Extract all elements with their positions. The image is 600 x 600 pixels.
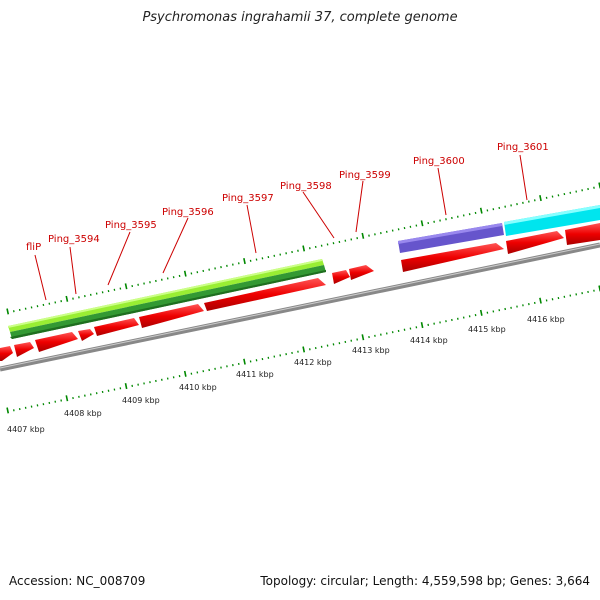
cds-arrow xyxy=(506,231,564,254)
scale-label: 4416 kbp xyxy=(527,315,565,324)
scale-label: 4411 kbp xyxy=(236,370,274,379)
accession-text: Accession: NC_008709 xyxy=(9,574,146,588)
cds-arrows xyxy=(0,223,600,361)
genome-summary-text: Topology: circular; Length: 4,559,598 bp… xyxy=(260,574,590,588)
major-tick xyxy=(6,407,10,414)
map-title: Psychromonas ingrahamii 37, complete gen… xyxy=(142,10,458,25)
cds-arrow xyxy=(94,318,139,336)
cds-arrow xyxy=(401,243,504,272)
major-tick xyxy=(361,232,365,239)
major-tick xyxy=(420,322,424,329)
scale-label: 4407 kbp xyxy=(7,425,45,434)
feature-cyan xyxy=(504,205,600,236)
feature-light-green xyxy=(8,259,324,332)
major-tick xyxy=(6,308,10,315)
feature-purple xyxy=(398,223,504,253)
cds-arrow xyxy=(14,342,34,357)
cds-arrow xyxy=(0,346,13,361)
major-tick xyxy=(539,195,542,202)
major-tick xyxy=(124,283,128,290)
major-tick xyxy=(420,220,424,227)
major-tick xyxy=(183,270,187,277)
major-tick xyxy=(65,395,69,402)
cds-arrow xyxy=(204,278,326,311)
major-tick xyxy=(479,207,483,214)
cds-arrow xyxy=(35,332,78,352)
scale-tick-ring xyxy=(6,285,600,414)
outer-tick-ring xyxy=(6,182,600,315)
scale-label: 4414 kbp xyxy=(410,336,448,345)
major-tick xyxy=(183,370,187,377)
scale-labels: 4407 kbp 4408 kbp 4409 kbp 4410 kbp 4411… xyxy=(7,315,565,434)
gene-labels: fliP Ping_3594 Ping_3595 Ping_3596 Ping_… xyxy=(26,142,549,253)
gene-label-ping-3594: Ping_3594 xyxy=(48,234,100,245)
major-tick xyxy=(124,383,128,390)
major-tick xyxy=(361,334,365,341)
gene-label-ping-3601: Ping_3601 xyxy=(497,142,549,153)
cds-arrow xyxy=(565,223,600,245)
major-tick xyxy=(302,245,306,252)
major-tick xyxy=(243,358,246,365)
major-tick xyxy=(302,346,306,353)
label-pointers xyxy=(34,154,528,301)
major-tick xyxy=(65,295,69,302)
major-tick xyxy=(539,297,542,304)
scale-label: 4415 kbp xyxy=(468,325,506,334)
scale-label: 4408 kbp xyxy=(64,409,102,418)
cds-arrow xyxy=(332,270,350,284)
gene-label-flip: fliP xyxy=(26,242,41,253)
feature-dark-green xyxy=(10,265,326,339)
gene-label-ping-3599: Ping_3599 xyxy=(339,170,391,181)
genome-backbone xyxy=(0,242,600,372)
gene-label-ping-3600: Ping_3600 xyxy=(413,156,465,167)
gene-label-ping-3598: Ping_3598 xyxy=(280,181,332,192)
scale-label: 4409 kbp xyxy=(122,396,160,405)
major-tick xyxy=(243,258,246,265)
scale-label: 4412 kbp xyxy=(294,358,332,367)
cds-arrow xyxy=(139,304,204,328)
gene-label-ping-3596: Ping_3596 xyxy=(162,207,214,218)
cds-arrow xyxy=(78,329,94,341)
scale-label: 4413 kbp xyxy=(352,346,390,355)
major-tick xyxy=(479,309,483,316)
gene-label-ping-3595: Ping_3595 xyxy=(105,220,157,231)
gene-label-ping-3597: Ping_3597 xyxy=(222,193,274,204)
cds-arrow xyxy=(349,265,374,280)
scale-label: 4410 kbp xyxy=(179,383,217,392)
